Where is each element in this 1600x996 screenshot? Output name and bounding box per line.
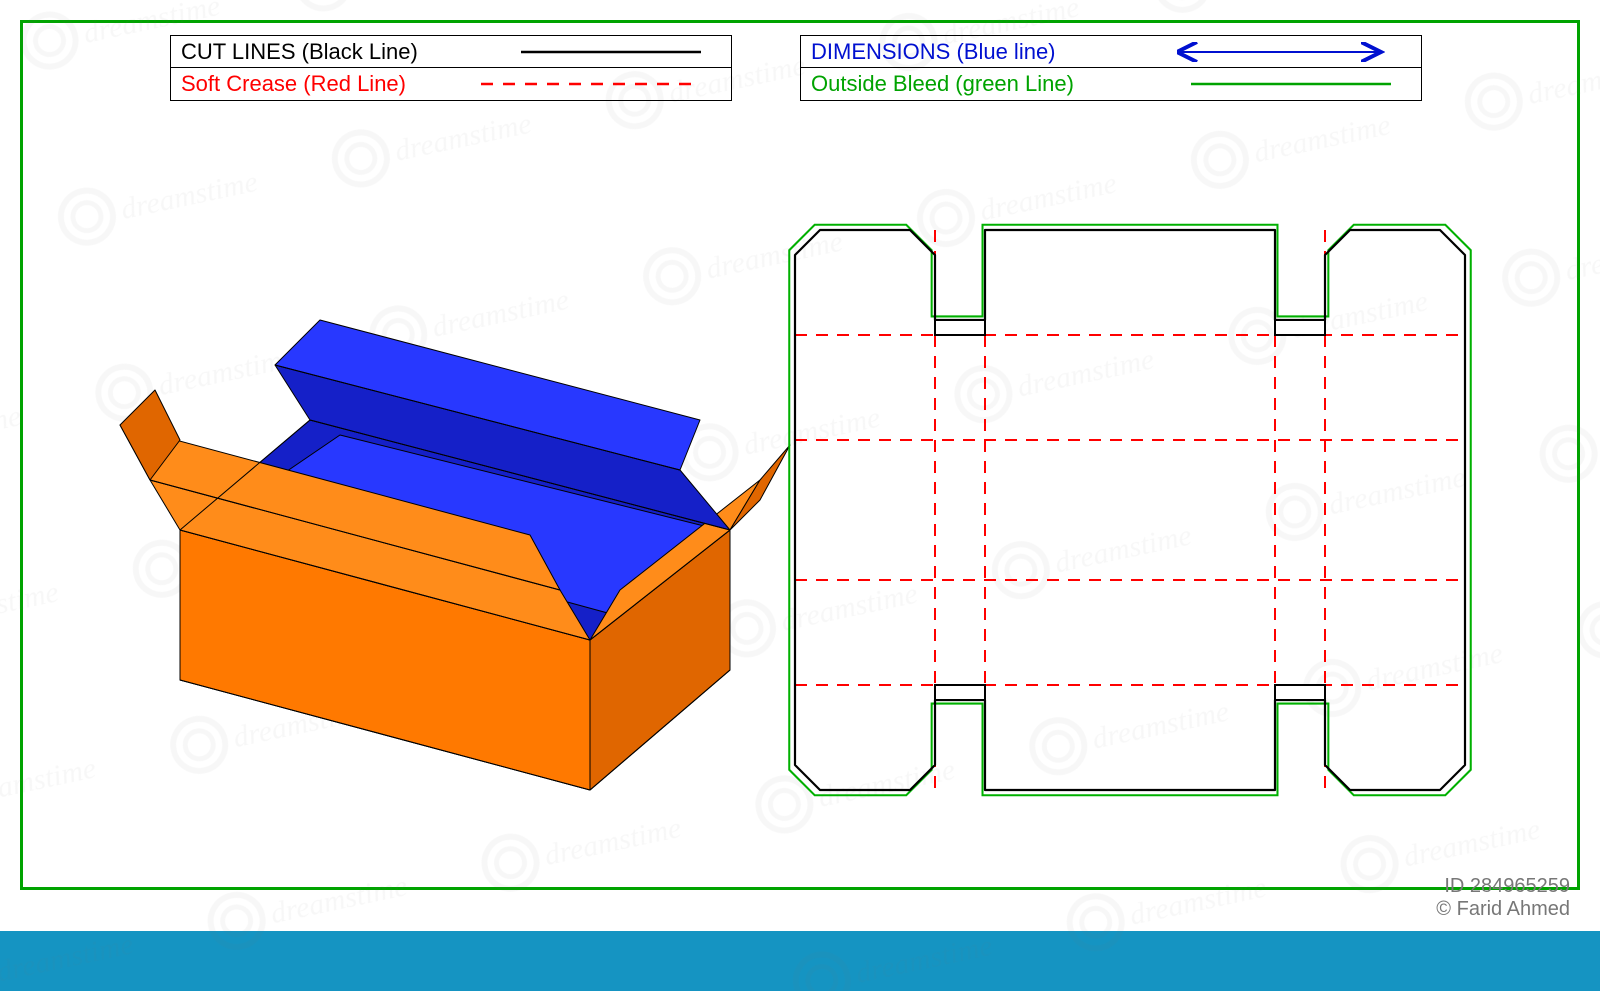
legend-sample [1096,36,1411,67]
legend-row: Outside Bleed (green Line) [801,68,1421,100]
legend-sample [458,36,721,67]
legend-right: DIMENSIONS (Blue line) Outside Bleed (gre… [800,35,1422,101]
box-3d-render [60,200,800,820]
dieline-template [780,190,1480,830]
cut-tab [935,320,985,335]
legend-sample [1114,68,1411,100]
author-name: Farid Ahmed [1457,898,1570,920]
cut-tab [1275,320,1325,335]
legend-label: Outside Bleed (green Line) [811,71,1074,97]
legend-left: CUT LINES (Black Line) Soft Crease (Red L… [170,35,732,101]
stock-id: ID 284965259 [1436,875,1570,898]
bleed-outline [789,225,1470,796]
cut-outline [795,230,1465,790]
legend-row: DIMENSIONS (Blue line) [801,36,1421,68]
legend-sample [446,68,721,100]
cut-tab [935,685,985,700]
footer-bar [0,931,1600,991]
author-prefix: © [1436,898,1451,920]
cut-tab [1275,685,1325,700]
legend-row: Soft Crease (Red Line) [171,68,731,100]
legend-label: Soft Crease (Red Line) [181,71,406,97]
legend-row: CUT LINES (Black Line) [171,36,731,68]
legend-label: DIMENSIONS (Blue line) [811,39,1056,65]
legend-label: CUT LINES (Black Line) [181,39,418,65]
credits: ID 284965259 © Farid Ahmed [1436,875,1570,921]
